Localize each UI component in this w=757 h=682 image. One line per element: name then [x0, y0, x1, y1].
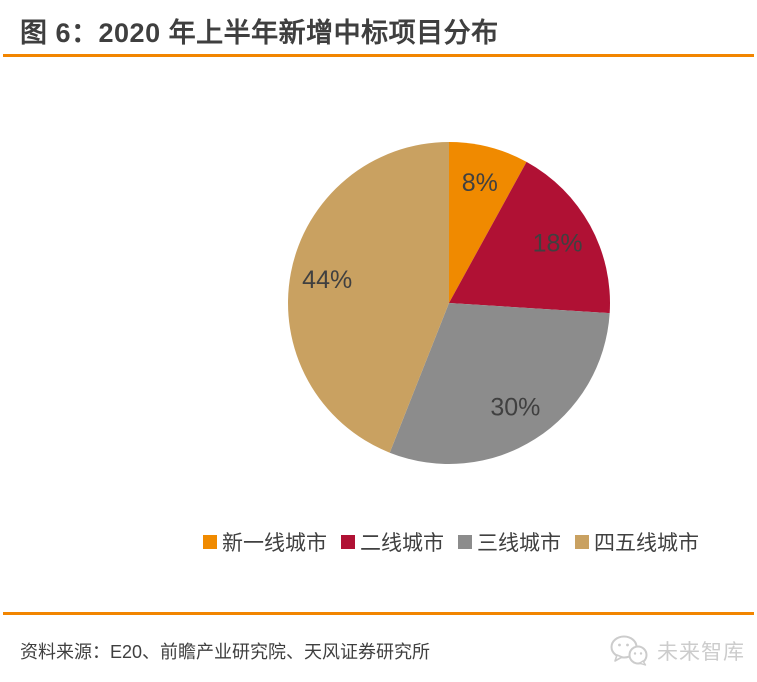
legend-label: 三线城市: [477, 532, 561, 555]
legend-swatch: [203, 535, 217, 549]
legend-label: 四五线城市: [594, 532, 699, 555]
source-note: 资料来源：E20、前瞻产业研究院、天风证券研究所: [20, 642, 431, 662]
legend-item-四五线城市: 四五线城市: [575, 527, 699, 557]
chart-legend: 新一线城市 二线城市 三线城市 四五线城市: [145, 527, 757, 557]
pie-slice-label: 30%: [490, 394, 540, 422]
pie-slice-label: 18%: [533, 229, 583, 257]
legend-item-三线城市: 三线城市: [458, 527, 561, 557]
pie-slice-三线城市: [389, 303, 610, 464]
legend-swatch: [458, 535, 472, 549]
legend-label: 二线城市: [360, 532, 444, 555]
pie-slice-label: 44%: [302, 266, 352, 294]
figure-footer: 资料来源：E20、前瞻产业研究院、天风证券研究所 未来智库: [20, 626, 745, 676]
brand-name: 未来智库: [657, 641, 745, 664]
footer-divider: [3, 612, 754, 615]
wechat-chat-bubbles-icon: [610, 635, 648, 666]
pie-slice-label: 8%: [462, 169, 498, 197]
legend-label: 新一线城市: [222, 532, 327, 555]
pie-slice-二线城市: [449, 161, 610, 314]
pie-slice-新一线城市: [449, 142, 527, 303]
title-divider: [3, 54, 754, 57]
legend-swatch: [575, 535, 589, 549]
legend-swatch: [341, 535, 355, 549]
figure-title: 图 6：2020 年上半年新增中标项目分布: [20, 18, 499, 48]
pie-slice-四五线城市: [288, 142, 449, 453]
legend-item-新一线城市: 新一线城市: [203, 527, 327, 557]
legend-item-二线城市: 二线城市: [341, 527, 444, 557]
brand-logo: 未来智库: [609, 634, 745, 668]
